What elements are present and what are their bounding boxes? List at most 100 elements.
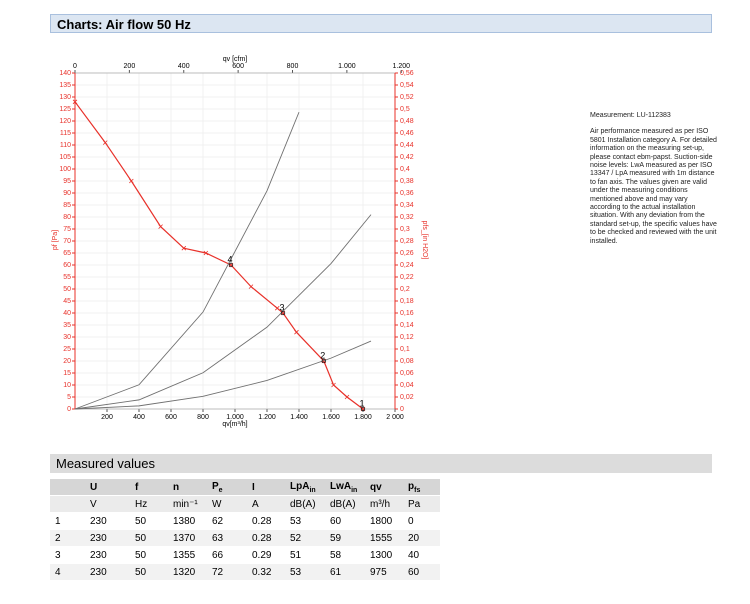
data-cell: 0.28 — [247, 512, 285, 530]
unit-cell — [50, 495, 85, 513]
data-cell: 1800 — [365, 512, 403, 530]
curve-marker — [248, 284, 254, 289]
y2-tick-label: 0,22 — [400, 274, 414, 281]
header-cell: qv — [365, 479, 403, 496]
y-tick-label: 10 — [63, 382, 71, 389]
x-tick-label: 1.200 — [258, 414, 276, 421]
y-tick-label: 105 — [59, 154, 71, 161]
data-cell: 1300 — [365, 546, 403, 564]
y-tick-label: 120 — [59, 118, 71, 125]
data-cell: 53 — [285, 512, 325, 530]
y-tick-label: 35 — [63, 322, 71, 329]
data-cell: 230 — [85, 529, 130, 547]
curve-marker — [331, 382, 336, 388]
x2-tick-label: 1.000 — [338, 63, 356, 70]
x-tick-label: 1.000 — [226, 414, 244, 421]
header-cell — [50, 479, 85, 496]
header-cell: f — [130, 479, 168, 496]
x-tick-label: 800 — [197, 414, 209, 421]
y-tick-label: 15 — [63, 370, 71, 377]
data-cell: 4 — [50, 563, 85, 581]
y-tick-label: 60 — [63, 262, 71, 269]
x2-tick-label: 1.200 — [392, 63, 410, 70]
header-sub: in — [309, 486, 316, 494]
y2-tick-label: 0,28 — [400, 238, 414, 245]
y-tick-label: 25 — [63, 346, 71, 353]
y2-tick-label: 0,2 — [400, 286, 410, 293]
data-cell: 50 — [130, 546, 168, 564]
operating-point-label: 3 — [279, 302, 284, 312]
y-tick-label: 110 — [60, 142, 71, 149]
x-axis-title: qv[m³/h] — [222, 421, 247, 428]
data-cell: 0 — [403, 512, 440, 530]
curve-marker — [274, 305, 280, 311]
curve — [74, 101, 364, 410]
unit-cell: W — [207, 495, 247, 513]
y2-tick-label: 0,18 — [400, 298, 414, 305]
data-cell: 1370 — [168, 529, 207, 547]
data-cell: 1320 — [168, 563, 207, 581]
y2-tick-label: 0,16 — [400, 310, 414, 317]
y2-tick-label: 0,48 — [400, 118, 414, 125]
x-tick-label: 2 000 — [386, 414, 404, 421]
y-tick-label: 70 — [63, 238, 71, 245]
header-text: P — [212, 480, 219, 492]
x2-tick-label: 0 — [73, 63, 77, 70]
header-cell: n — [168, 479, 207, 496]
y2-tick-label: 0,42 — [400, 154, 414, 161]
data-cell: 0.29 — [247, 546, 285, 564]
data-cell: 60 — [403, 563, 440, 581]
data-cell: 50 — [130, 512, 168, 530]
unit-cell: m³/h — [365, 495, 403, 513]
header-text: LwA — [330, 480, 352, 492]
y2-tick-label: 0,36 — [400, 190, 414, 197]
x2-axis-title: qv [cfm] — [223, 56, 248, 63]
data-cell: 230 — [85, 546, 130, 564]
data-cell: 52 — [285, 529, 325, 547]
y-tick-label: 75 — [63, 226, 71, 233]
curve-marker — [344, 394, 350, 400]
data-cell: 0.32 — [247, 563, 285, 581]
data-cell: 1380 — [168, 512, 207, 530]
data-cell: 58 — [325, 546, 365, 564]
data-row: 4 230 50 1320 72 0.32 53 61 975 60 — [50, 563, 440, 581]
x-tick-label: 1.800 — [354, 414, 372, 421]
data-cell: 1555 — [365, 529, 403, 547]
y-tick-label: 85 — [63, 202, 71, 209]
curve — [74, 340, 372, 410]
y-tick-label: 20 — [63, 358, 71, 365]
data-cell: 230 — [85, 563, 130, 581]
data-cell: 230 — [85, 512, 130, 530]
data-cell: 72 — [207, 563, 247, 581]
curve — [74, 111, 300, 410]
operating-point-label: 1 — [359, 398, 364, 408]
header-cell: pfs — [403, 479, 440, 496]
y-tick-label: 80 — [63, 214, 71, 221]
curve-marker — [158, 224, 163, 229]
header-cell: U — [85, 479, 130, 496]
y-tick-label: 40 — [63, 310, 71, 317]
header-sub: e — [218, 486, 223, 494]
data-cell: 975 — [365, 563, 403, 581]
y-tick-label: 5 — [67, 394, 71, 401]
y2-tick-label: 0,54 — [400, 82, 414, 89]
header-cell: Pe — [207, 479, 247, 496]
data-cell: 60 — [325, 512, 365, 530]
data-row: 1 230 50 1380 62 0.28 53 60 1800 0 — [50, 512, 440, 530]
data-cell: 1355 — [168, 546, 207, 564]
data-cell: 50 — [130, 563, 168, 581]
unit-cell: min⁻¹ — [168, 495, 207, 513]
curve — [74, 214, 372, 410]
notes: Measurement: LU-112383 Air performance m… — [590, 112, 718, 254]
curve-marker — [203, 250, 209, 256]
operating-point-label: 2 — [320, 350, 325, 360]
data-cell: 2 — [50, 529, 85, 547]
notes-text: Air performance measured as per ISO 5801… — [590, 128, 717, 245]
curve-marker — [72, 99, 78, 105]
y2-tick-label: 0 — [400, 406, 404, 413]
y-tick-label: 30 — [63, 334, 71, 341]
y-tick-label: 135 — [59, 82, 71, 89]
curve-marker — [294, 329, 299, 335]
